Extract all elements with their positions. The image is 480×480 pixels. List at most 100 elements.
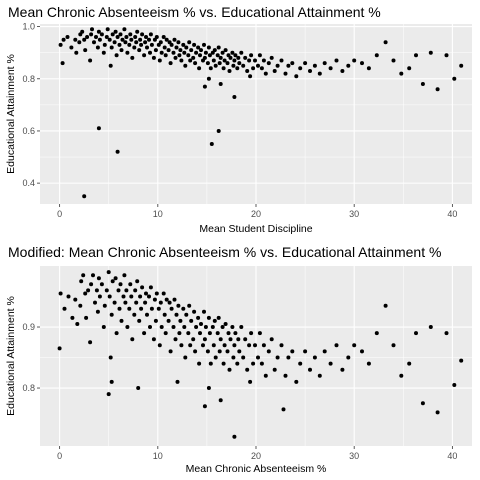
y-tick-label: 0.8 bbox=[22, 383, 35, 393]
y-axis-title: Educational Attainment % bbox=[5, 296, 17, 416]
data-point bbox=[253, 58, 257, 63]
x-tick-label: 10 bbox=[153, 209, 163, 219]
data-point bbox=[263, 373, 268, 378]
data-point bbox=[177, 53, 182, 58]
data-point bbox=[136, 386, 141, 390]
data-point bbox=[286, 63, 291, 68]
data-point bbox=[157, 343, 162, 348]
data-point bbox=[62, 306, 67, 311]
data-point bbox=[157, 58, 162, 63]
data-point bbox=[96, 126, 101, 131]
data-point bbox=[399, 71, 404, 76]
data-point bbox=[143, 300, 148, 305]
data-point bbox=[164, 37, 169, 42]
data-point bbox=[217, 61, 222, 66]
data-point bbox=[73, 37, 78, 42]
data-point bbox=[196, 315, 201, 320]
data-point bbox=[135, 279, 140, 284]
data-point bbox=[236, 55, 241, 60]
data-point bbox=[191, 337, 196, 342]
data-point bbox=[104, 288, 109, 293]
data-point bbox=[231, 63, 236, 68]
data-point bbox=[70, 315, 75, 320]
data-point bbox=[93, 300, 97, 305]
chart-panel-1: 0 10 20 30 40 0.4 0.6 0.8 1.0 Mean Chronic Absent… bbox=[5, 4, 472, 235]
data-point bbox=[249, 53, 254, 58]
data-point bbox=[174, 312, 179, 317]
data-point bbox=[173, 55, 178, 60]
data-point bbox=[202, 309, 206, 314]
data-point bbox=[206, 76, 211, 81]
data-point bbox=[108, 355, 113, 360]
data-point bbox=[198, 331, 202, 336]
data-point bbox=[149, 42, 154, 47]
data-point bbox=[235, 361, 240, 366]
data-point bbox=[197, 361, 202, 366]
data-point bbox=[113, 276, 118, 281]
data-point bbox=[122, 273, 127, 278]
data-point bbox=[232, 343, 237, 348]
data-point bbox=[334, 343, 339, 348]
data-point bbox=[86, 288, 91, 293]
data-point bbox=[232, 95, 237, 99]
data-point bbox=[133, 288, 138, 293]
data-point bbox=[391, 58, 396, 63]
data-point bbox=[243, 337, 248, 342]
data-point bbox=[303, 61, 308, 66]
data-point bbox=[151, 55, 156, 60]
data-point bbox=[188, 58, 193, 63]
data-point bbox=[201, 343, 205, 348]
data-point bbox=[202, 55, 207, 60]
data-point bbox=[65, 35, 70, 39]
data-point bbox=[266, 349, 271, 354]
data-point bbox=[114, 331, 119, 336]
data-point bbox=[194, 50, 199, 55]
data-point bbox=[346, 63, 351, 68]
data-point bbox=[83, 48, 88, 53]
data-point bbox=[237, 349, 242, 354]
data-point bbox=[172, 297, 177, 302]
data-point bbox=[322, 61, 327, 66]
data-point bbox=[239, 50, 244, 55]
data-point bbox=[123, 300, 128, 305]
data-point bbox=[213, 63, 218, 68]
data-point bbox=[137, 318, 142, 323]
data-point bbox=[172, 37, 177, 42]
data-point bbox=[106, 270, 111, 275]
data-point bbox=[156, 306, 161, 311]
data-point bbox=[366, 361, 371, 366]
data-point bbox=[189, 48, 194, 53]
data-point bbox=[374, 331, 379, 336]
data-point bbox=[199, 322, 203, 326]
data-point bbox=[391, 343, 396, 348]
data-point bbox=[78, 303, 83, 308]
data-point bbox=[154, 291, 159, 296]
data-point bbox=[138, 294, 143, 299]
data-point bbox=[107, 294, 112, 299]
data-point bbox=[125, 50, 130, 55]
data-point bbox=[139, 42, 144, 47]
data-point bbox=[112, 40, 117, 45]
data-point bbox=[58, 42, 63, 47]
data-point bbox=[312, 355, 317, 360]
data-point bbox=[137, 48, 142, 53]
data-point bbox=[186, 331, 191, 336]
data-point bbox=[109, 312, 114, 317]
data-point bbox=[183, 355, 188, 360]
data-point bbox=[352, 343, 357, 348]
data-point bbox=[169, 42, 174, 47]
data-point bbox=[114, 53, 119, 58]
data-point bbox=[207, 53, 212, 58]
data-point bbox=[115, 149, 120, 154]
data-point bbox=[222, 343, 227, 348]
data-point bbox=[328, 66, 333, 71]
data-point bbox=[269, 55, 274, 60]
data-point bbox=[181, 306, 186, 311]
data-point bbox=[210, 325, 215, 329]
data-point bbox=[322, 349, 327, 354]
data-point bbox=[166, 48, 171, 53]
data-point bbox=[85, 35, 90, 39]
y-axis-title: Educational Attainment % bbox=[5, 54, 17, 174]
data-point bbox=[189, 318, 194, 323]
data-point bbox=[125, 325, 130, 329]
